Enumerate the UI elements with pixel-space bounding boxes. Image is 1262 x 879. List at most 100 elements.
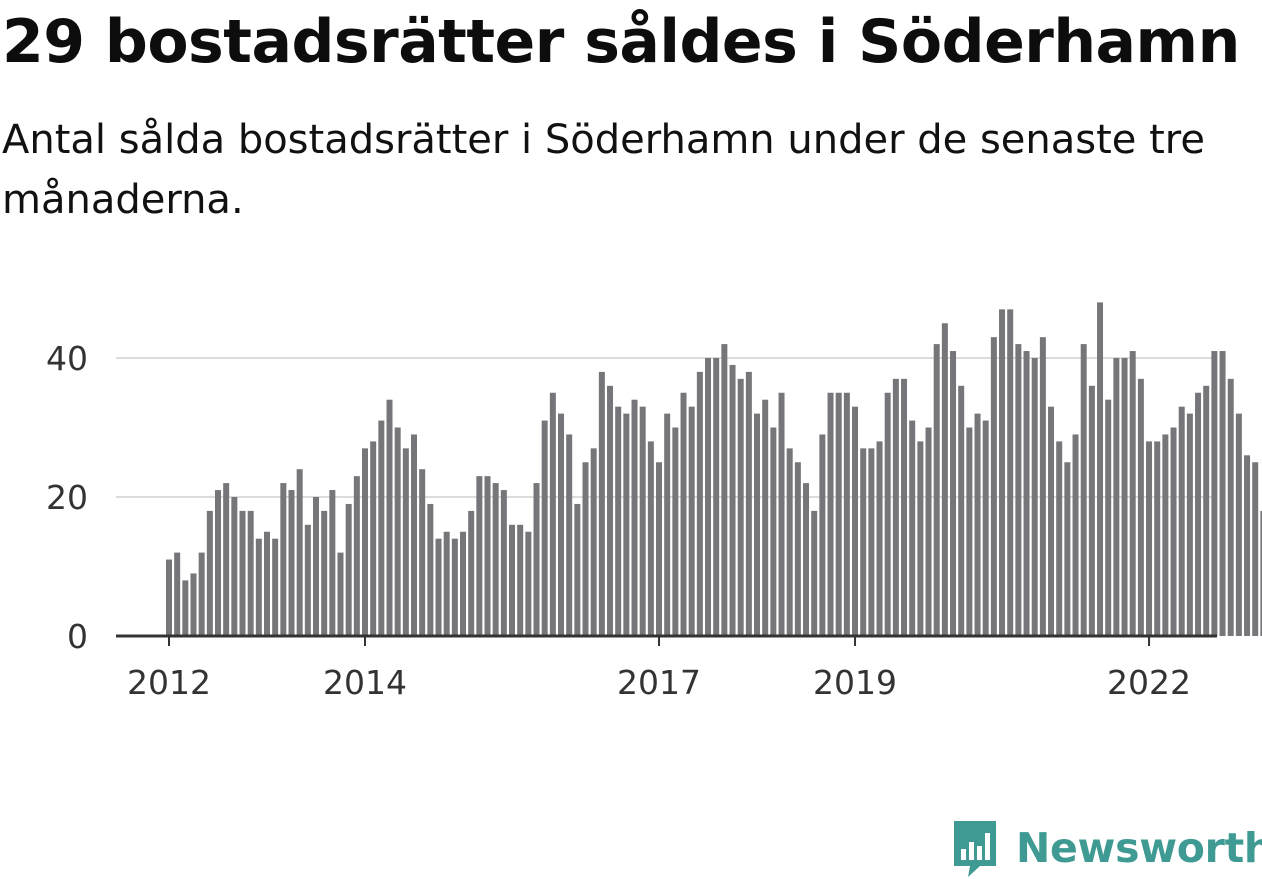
bar: [623, 413, 630, 636]
chart-title: 29 bostadsrätter såldes i Söderhamn: [2, 7, 1240, 77]
bar: [852, 406, 859, 636]
bar: [1211, 351, 1218, 636]
bar: [460, 531, 467, 636]
bar: [198, 552, 205, 636]
bar: [1097, 302, 1104, 636]
bar: [1146, 441, 1153, 636]
bar: [1064, 462, 1071, 636]
x-tick-label: 2012: [127, 663, 211, 702]
bar: [1235, 413, 1242, 636]
x-axis-ticks: 201220142017201920222024: [127, 636, 1191, 702]
bar: [1023, 351, 1030, 636]
bar: [688, 406, 695, 636]
bar: [402, 448, 409, 636]
bar: [876, 441, 883, 636]
bar: [574, 503, 581, 636]
bar: [656, 462, 663, 636]
bar: [443, 531, 450, 636]
bar: [1015, 344, 1022, 636]
bar: [411, 434, 418, 636]
bar: [182, 580, 189, 636]
bars: [166, 302, 1262, 636]
bar: [598, 371, 605, 636]
bar: [190, 573, 197, 636]
bar: [1113, 358, 1120, 636]
bar: [827, 392, 834, 636]
bar: [509, 524, 516, 636]
bar: [451, 538, 458, 636]
bar: [500, 490, 507, 636]
bar: [590, 448, 597, 636]
bar: [721, 344, 728, 636]
bar: [696, 371, 703, 636]
y-tick-label: 40: [46, 339, 88, 378]
bar: [1039, 337, 1046, 636]
bar: [647, 441, 654, 636]
bar: [868, 448, 875, 636]
bar: [247, 510, 254, 636]
bar: [427, 503, 434, 636]
bar: [362, 448, 369, 636]
bar: [525, 531, 532, 636]
bar: [1219, 351, 1226, 636]
bar: [794, 462, 801, 636]
bar: [1007, 309, 1014, 636]
bar: [672, 427, 679, 636]
bar: [1137, 378, 1144, 636]
bar: [811, 510, 818, 636]
bar: [1195, 392, 1202, 636]
bar: [353, 476, 360, 636]
bar: [745, 371, 752, 636]
bar: [1170, 427, 1177, 636]
bar: [1031, 358, 1038, 636]
bar: [762, 399, 769, 636]
bar: [1154, 441, 1161, 636]
bar: [272, 538, 279, 636]
bar: [1088, 385, 1095, 636]
bar: [296, 469, 303, 636]
newsworthy-logo-icon: [954, 821, 996, 877]
bar: [892, 378, 899, 636]
bar: [819, 434, 826, 636]
bar: [304, 524, 311, 636]
bar: [566, 434, 573, 636]
bar: [419, 469, 426, 636]
y-axis-labels: 0 20 40: [46, 339, 88, 656]
bar: [533, 483, 540, 636]
x-tick-label: 2019: [813, 663, 897, 702]
bar: [1072, 434, 1079, 636]
chart-subtitle: Antal sålda bostadsrätter i Söderhamn un…: [2, 117, 1205, 223]
bar: [901, 378, 908, 636]
bar: [664, 413, 671, 636]
bar: [639, 406, 646, 636]
bar: [705, 358, 712, 636]
bar: [917, 441, 924, 636]
bar: [1186, 413, 1193, 636]
bar: [313, 497, 320, 636]
bar: [215, 490, 222, 636]
bar: [280, 483, 287, 636]
bar: [1105, 399, 1112, 636]
bar: [223, 483, 230, 636]
bar: [345, 503, 352, 636]
bar: [607, 385, 614, 636]
bar: [484, 476, 491, 636]
bar: [394, 427, 401, 636]
bar: [1048, 406, 1055, 636]
bar: [231, 497, 238, 636]
bar: [737, 378, 744, 636]
bar: [770, 427, 777, 636]
bar: [860, 448, 867, 636]
bar: [729, 364, 736, 636]
bar: [1129, 351, 1136, 636]
bar: [754, 413, 761, 636]
bar: [835, 392, 842, 636]
bar: [386, 399, 393, 636]
bar: [1252, 462, 1259, 636]
bar: [958, 385, 965, 636]
bar: [909, 420, 916, 636]
bar: [1162, 434, 1169, 636]
bar: [1080, 344, 1087, 636]
y-tick-label: 20: [46, 478, 88, 517]
